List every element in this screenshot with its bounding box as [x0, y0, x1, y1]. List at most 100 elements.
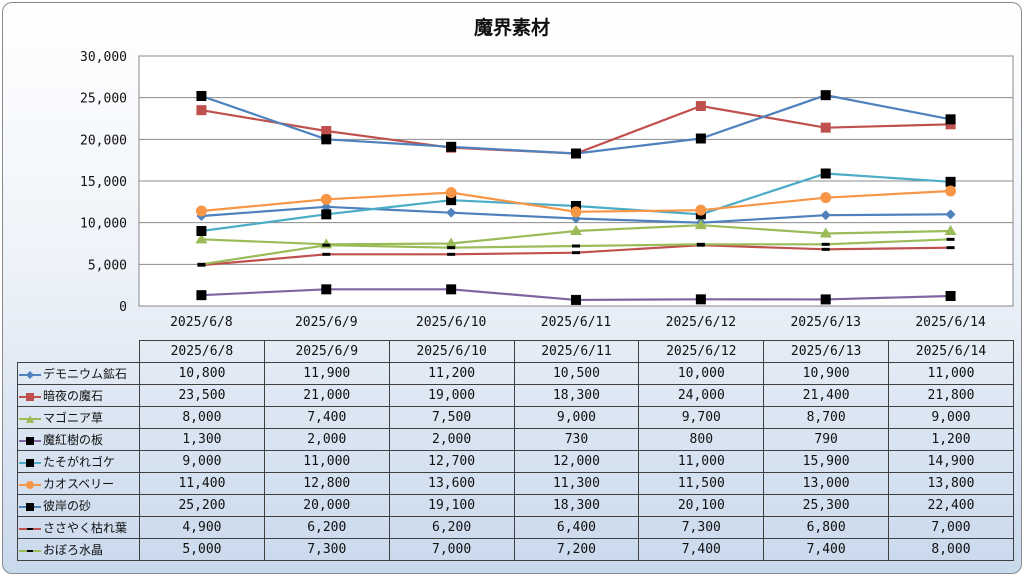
- data-point: [446, 141, 457, 152]
- series-name: おぼろ水晶: [43, 543, 104, 557]
- table-cell: 11,200: [388, 362, 515, 385]
- data-point: [820, 294, 831, 305]
- data-point: [196, 290, 207, 301]
- data-point: [945, 209, 956, 220]
- legend-key: [19, 414, 41, 423]
- data-point: [196, 105, 207, 116]
- series-name: 暗夜の魔石: [43, 389, 104, 403]
- table-cell: 7,300: [263, 538, 390, 561]
- table-cell: 6,800: [763, 516, 890, 539]
- legend-entry: マゴニア草: [17, 406, 140, 429]
- table-cell: 14,900: [888, 450, 1014, 473]
- y-tick-label: 5,000: [88, 258, 127, 273]
- table-cell: 11,300: [513, 472, 640, 495]
- data-point: [322, 243, 331, 247]
- data-point: [696, 242, 705, 246]
- y-tick-label: 25,000: [80, 92, 127, 107]
- y-tick-label: 20,000: [80, 133, 127, 148]
- table-cell: 7,000: [388, 538, 515, 561]
- data-point: [570, 206, 582, 218]
- legend-entry: 魔紅樹の板: [17, 428, 140, 451]
- table-header-row: 2025/6/8 2025/6/9 2025/6/10 2025/6/11 2025/6…: [17, 340, 1014, 363]
- x-tick-label: 2025/6/10: [416, 315, 486, 330]
- table-cell: 8,000: [888, 538, 1014, 561]
- table-cell: 19,000: [388, 384, 515, 407]
- legend-key: [19, 480, 41, 489]
- data-point: [321, 126, 332, 136]
- data-point: [445, 187, 457, 199]
- table-cell: 1,200: [888, 428, 1014, 451]
- data-point: [572, 251, 580, 255]
- data-point: [195, 233, 208, 244]
- data-point: [572, 244, 580, 248]
- table-cell: 730: [513, 428, 640, 451]
- table-row: たそがれゴケ 9,000 11,000 12,700 12,000 11,000 15,90…: [17, 450, 1014, 473]
- table-cell: 18,300: [513, 494, 640, 517]
- legend-entry: 暗夜の魔石: [17, 384, 140, 407]
- table-row: マゴニア草 8,000 7,400 7,500 9,000 9,700 8,700 9,000: [17, 406, 1014, 429]
- data-point: [945, 176, 956, 187]
- table-cell: 25,300: [763, 494, 890, 517]
- y-tick-label: 30,000: [80, 50, 127, 65]
- table-cell: 11,000: [638, 450, 765, 473]
- data-point: [321, 134, 332, 145]
- table-header-cell: 2025/6/10: [388, 340, 515, 363]
- x-tick-label: 2025/6/11: [541, 315, 611, 330]
- table-header-cell: 2025/6/14: [888, 340, 1014, 363]
- x-tick-label: 2025/6/13: [790, 315, 860, 330]
- legend-entry: 彼岸の砂: [17, 494, 140, 517]
- table-cell: 11,900: [263, 362, 390, 385]
- table-cell: 1,300: [139, 428, 265, 451]
- table-cell: 13,000: [763, 472, 890, 495]
- table-cell: 6,200: [263, 516, 390, 539]
- table-row: ささやく枯れ葉 4,900 6,200 6,200 6,400 7,300 6,800 7,0…: [17, 516, 1014, 539]
- legend-entry: デモニウム鉱石: [17, 362, 140, 385]
- table-header-cell: 2025/6/8: [139, 340, 265, 363]
- table-cell: 19,100: [388, 494, 515, 517]
- table-cell: 6,200: [388, 516, 515, 539]
- table-cell: 9,000: [513, 406, 640, 429]
- data-point: [571, 201, 581, 211]
- table-cell: 7,400: [763, 538, 890, 561]
- data-point: [570, 225, 582, 235]
- table-cell: 9,000: [139, 450, 265, 473]
- table-cell: 5,000: [139, 538, 265, 561]
- data-point: [571, 148, 581, 159]
- table-cell: 18,300: [513, 384, 640, 407]
- data-point: [695, 294, 706, 305]
- data-point: [820, 90, 831, 101]
- y-tick-label: 0: [119, 300, 127, 315]
- table-row: 暗夜の魔石 23,500 21,000 19,000 18,300 24,000 21,40…: [17, 384, 1014, 407]
- data-point: [571, 294, 581, 305]
- legend-entry: カオスベリー: [17, 472, 140, 495]
- legend-key: [19, 502, 41, 511]
- table-cell: 9,700: [638, 406, 765, 429]
- data-point: [320, 193, 332, 205]
- data-point: [695, 133, 706, 144]
- table-cell: 6,400: [513, 516, 640, 539]
- table-cell: 13,800: [888, 472, 1014, 495]
- data-point: [321, 284, 332, 295]
- table-row: おぼろ水晶 5,000 7,300 7,000 7,200 7,400 7,400 8,000: [17, 538, 1014, 561]
- y-tick-label: 15,000: [80, 175, 127, 190]
- series-name: デモニウム鉱石: [43, 367, 128, 381]
- table-cell: 7,400: [263, 406, 390, 429]
- table-cell: 7,000: [888, 516, 1014, 539]
- table-cell: 7,300: [638, 516, 765, 539]
- table-row: カオスベリー 11,400 12,800 13,600 11,300 11,500 13,0…: [17, 472, 1014, 495]
- series-name: カオスベリー: [43, 477, 115, 491]
- table-cell: 11,000: [888, 362, 1014, 385]
- data-point: [945, 119, 956, 130]
- table-cell: 11,500: [638, 472, 765, 495]
- legend-entry: たそがれゴケ: [17, 450, 140, 473]
- table-row: 魔紅樹の板 1,300 2,000 2,000 730 800 790 1,200: [17, 428, 1014, 451]
- y-tick-label: 10,000: [80, 217, 127, 232]
- series-name: ささやく枯れ葉: [43, 521, 128, 535]
- data-point: [821, 242, 830, 246]
- table-corner: [17, 340, 140, 363]
- data-point: [821, 247, 830, 251]
- table-cell: 2,000: [263, 428, 390, 451]
- legend-key: [19, 527, 41, 530]
- data-point: [446, 195, 457, 206]
